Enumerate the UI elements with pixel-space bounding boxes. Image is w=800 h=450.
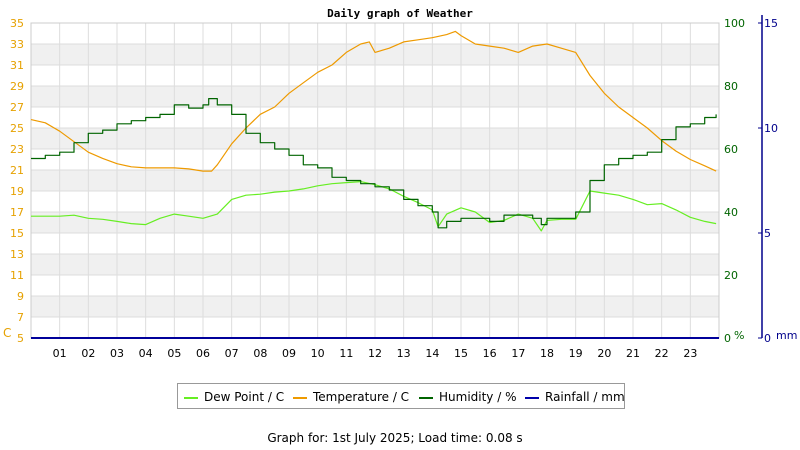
x-tick-label: 20: [597, 347, 611, 360]
x-tick-label: 13: [397, 347, 411, 360]
x-tick-label: 21: [626, 347, 640, 360]
x-tick-label: 08: [253, 347, 267, 360]
legend-swatch-dewpoint: [184, 396, 198, 399]
legend-swatch-rainfall: [525, 396, 539, 399]
humidity-tick-label: 100: [724, 17, 745, 30]
left-tick-label: 31: [10, 59, 24, 72]
x-tick-label: 06: [196, 347, 210, 360]
x-tick-label: 11: [339, 347, 353, 360]
left-tick-label: 29: [10, 80, 24, 93]
series-line-2: [30, 30, 717, 172]
rain-tick-label: 0: [764, 332, 771, 345]
humidity-tick-label: 0: [724, 332, 731, 345]
rain-tick-label: 10: [764, 122, 778, 135]
left-tick-label: 19: [10, 185, 24, 198]
humidity-axis-unit: %: [734, 329, 744, 342]
humidity-tick-label: 40: [724, 206, 738, 219]
x-tick-label: 10: [311, 347, 325, 360]
left-tick-label: 13: [10, 248, 24, 261]
legend-item-dewpoint: Dew Point / C: [184, 390, 284, 404]
x-tick-label: 07: [225, 347, 239, 360]
left-tick-label: 17: [10, 206, 24, 219]
x-tick-label: 14: [425, 347, 439, 360]
humidity-tick-label: 80: [724, 80, 738, 93]
x-tick-label: 02: [81, 347, 95, 360]
x-tick-label: 09: [282, 347, 296, 360]
legend-label-rainfall: Rainfall / mm: [545, 390, 625, 404]
rain-axis-unit: mm: [776, 329, 797, 342]
legend-item-humidity: Humidity / %: [419, 390, 516, 404]
chart-title: Daily graph of Weather: [327, 7, 473, 20]
legend-label-dewpoint: Dew Point / C: [204, 390, 285, 404]
x-tick-label: 04: [139, 347, 153, 360]
left-tick-label: 15: [10, 227, 24, 240]
left-axis-unit: C: [3, 326, 11, 340]
left-tick-label: 9: [17, 290, 24, 303]
legend-item-temperature: Temperature / C: [293, 390, 409, 404]
x-tick-label: 22: [655, 347, 669, 360]
x-tick-label: 16: [483, 347, 497, 360]
left-tick-label: 23: [10, 143, 24, 156]
legend-item-rainfall: Rainfall / mm: [525, 390, 625, 404]
left-tick-label: 33: [10, 38, 24, 51]
x-tick-label: 15: [454, 347, 468, 360]
legend-swatch-temperature: [293, 396, 307, 399]
x-tick-label: 01: [53, 347, 67, 360]
rain-tick-label: 5: [764, 227, 771, 240]
x-tick-label: 05: [167, 347, 181, 360]
left-tick-label: 11: [10, 269, 24, 282]
plot-grid: [30, 22, 720, 339]
x-tick-label: 18: [540, 347, 554, 360]
series-line-3: [31, 98, 717, 229]
rain-tick-label: 15: [764, 17, 778, 30]
legend-swatch-humidity: [419, 396, 433, 399]
humidity-tick-label: 60: [724, 143, 738, 156]
x-tick-label: 19: [569, 347, 583, 360]
x-tick-label: 12: [368, 347, 382, 360]
x-tick-label: 17: [511, 347, 525, 360]
footer-text: Graph for: 1st July 2025; Load time: 0.0…: [267, 431, 523, 445]
humidity-tick-label: 20: [724, 269, 738, 282]
left-tick-label: 5: [17, 332, 24, 345]
left-tick-label: 27: [10, 101, 24, 114]
left-tick-label: 25: [10, 122, 24, 135]
legend-label-humidity: Humidity / %: [439, 390, 517, 404]
left-tick-label: 35: [10, 17, 24, 30]
left-tick-label: 7: [17, 311, 24, 324]
legend: Dew Point / C Temperature / C Humidity /…: [177, 383, 625, 409]
x-tick-label: 03: [110, 347, 124, 360]
legend-label-temperature: Temperature / C: [313, 390, 410, 404]
x-tick-label: 23: [683, 347, 697, 360]
left-tick-label: 21: [10, 164, 24, 177]
